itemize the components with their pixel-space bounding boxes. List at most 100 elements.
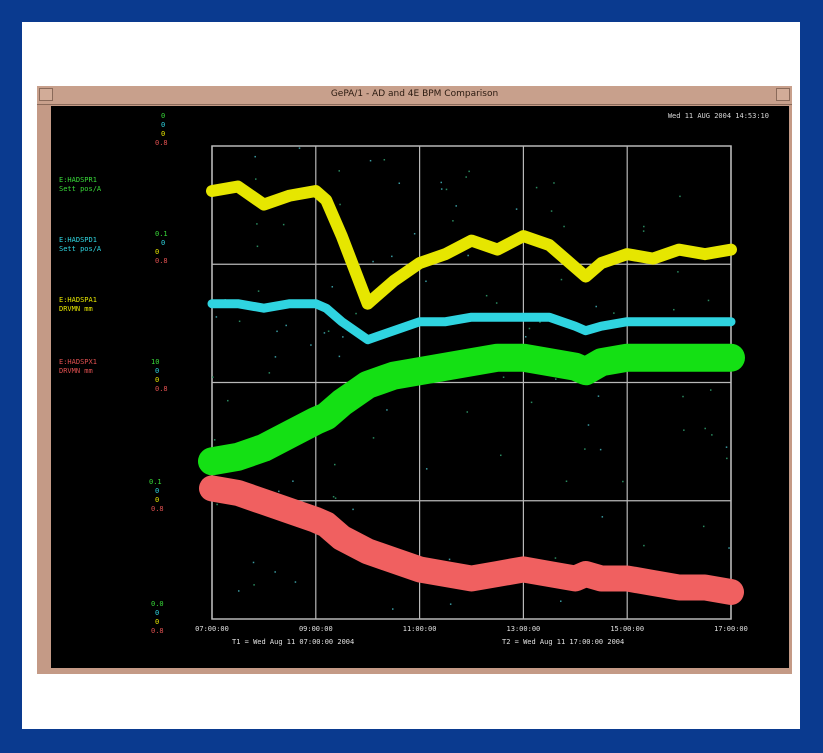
scale-label: 0.8 bbox=[155, 257, 168, 265]
noise-dot bbox=[449, 603, 452, 605]
noise-dot bbox=[554, 557, 557, 559]
noise-dot bbox=[643, 544, 645, 547]
noise-dot bbox=[292, 480, 294, 482]
scale-label: 0 bbox=[155, 618, 160, 626]
window-maximize-button[interactable] bbox=[776, 88, 790, 101]
noise-dot bbox=[256, 223, 258, 225]
noise-dot bbox=[524, 336, 527, 338]
noise-dot bbox=[278, 490, 280, 493]
legend-item-name: E:HADSPR1 bbox=[59, 176, 97, 184]
scale-label: 0.1 bbox=[149, 478, 162, 486]
noise-dot bbox=[613, 312, 615, 314]
noise-dot bbox=[702, 525, 705, 528]
t1-label: T1 = Wed Aug 11 07:00:00 2004 bbox=[232, 638, 354, 646]
noise-dot bbox=[468, 170, 470, 173]
legend-item-name: E:HADSPA1 bbox=[59, 296, 97, 304]
noise-dot bbox=[466, 411, 469, 413]
noise-dot bbox=[677, 271, 679, 273]
scale-label: 0 bbox=[155, 487, 160, 495]
scale-label: 0 bbox=[155, 609, 160, 617]
series-line-4 bbox=[199, 475, 744, 605]
noise-dot bbox=[372, 437, 375, 439]
window-titlebar[interactable]: GePA/1 - AD and 4E BPM Comparison bbox=[37, 86, 792, 105]
noise-dot bbox=[391, 255, 393, 258]
noise-dot bbox=[452, 220, 454, 222]
noise-dot bbox=[711, 434, 713, 436]
window-title: GePA/1 - AD and 4E BPM Comparison bbox=[330, 89, 499, 99]
legend-item-units: Sett pos/A bbox=[59, 245, 102, 253]
noise-dot bbox=[276, 330, 278, 333]
noise-dot bbox=[587, 424, 590, 426]
noise-dot bbox=[599, 448, 602, 451]
scale-label: 0.1 bbox=[155, 230, 168, 238]
noise-dot bbox=[274, 356, 277, 358]
noise-dot bbox=[372, 260, 374, 263]
noise-dot bbox=[597, 395, 600, 397]
noise-dot bbox=[440, 188, 443, 190]
x-tick-label: 09:00:00 bbox=[299, 625, 333, 633]
scale-label: 0 bbox=[161, 112, 166, 120]
noise-dot bbox=[310, 344, 312, 346]
noise-dot bbox=[535, 186, 538, 189]
noise-dot bbox=[445, 188, 448, 191]
noise-dot bbox=[560, 278, 563, 281]
noise-dot bbox=[352, 508, 354, 511]
noise-dot bbox=[485, 294, 488, 297]
noise-dot bbox=[253, 584, 255, 586]
noise-dot bbox=[282, 223, 285, 226]
noise-dot bbox=[268, 372, 271, 374]
scale-label: 0 bbox=[161, 121, 166, 129]
noise-dot bbox=[331, 286, 334, 288]
noise-dot bbox=[252, 561, 255, 564]
noise-dot bbox=[237, 590, 240, 592]
legend-item-units: Sett pos/A bbox=[59, 185, 102, 193]
noise-dot bbox=[298, 147, 301, 149]
noise-dot bbox=[332, 495, 335, 498]
noise-dot bbox=[294, 581, 297, 583]
legend-item-units: DRVMN mm bbox=[59, 367, 93, 375]
series-line-3 bbox=[198, 343, 745, 476]
noise-dot bbox=[502, 376, 505, 378]
x-tick-label: 07:00:00 bbox=[195, 625, 229, 633]
scale-label: 0.8 bbox=[151, 627, 164, 635]
noise-dot bbox=[683, 429, 685, 431]
scale-label: 0.8 bbox=[155, 385, 168, 393]
noise-dot bbox=[726, 457, 728, 460]
noise-dot bbox=[255, 178, 257, 180]
window-menu-button[interactable] bbox=[39, 88, 53, 101]
noise-dot bbox=[553, 182, 555, 184]
noise-dot bbox=[215, 316, 218, 318]
scale-label: 0 bbox=[155, 367, 160, 375]
scale-label: 0 bbox=[161, 130, 166, 138]
noise-dot bbox=[413, 232, 416, 235]
x-tick-label: 15:00:00 bbox=[610, 625, 644, 633]
noise-dot bbox=[500, 454, 502, 457]
x-tick-label: 11:00:00 bbox=[403, 625, 437, 633]
noise-dot bbox=[679, 195, 681, 198]
noise-dot bbox=[355, 312, 357, 315]
noise-dot bbox=[495, 302, 498, 304]
noise-dot bbox=[622, 480, 624, 483]
scale-label: 10 bbox=[151, 358, 160, 366]
scale-label: 0 bbox=[155, 248, 160, 256]
noise-dot bbox=[285, 324, 287, 327]
noise-dot bbox=[467, 254, 469, 257]
legend-item-units: DRVMN mm bbox=[59, 305, 93, 313]
noise-dot bbox=[595, 305, 597, 308]
noise-dot bbox=[425, 468, 428, 470]
noise-dot bbox=[539, 321, 541, 323]
series-line-2 bbox=[207, 299, 736, 345]
noise-dot bbox=[465, 176, 467, 178]
scale-label: 0 bbox=[161, 239, 166, 247]
scale-label: 0.8 bbox=[155, 139, 168, 147]
noise-dot bbox=[391, 608, 394, 610]
noise-dot bbox=[274, 571, 276, 573]
bpm-chart: 07:00:00 09:00:00 11:00:00 13:00:00 15:00:00… bbox=[195, 145, 748, 646]
noise-dot bbox=[383, 159, 386, 161]
noise-dot bbox=[338, 355, 341, 358]
noise-dot bbox=[254, 155, 256, 158]
noise-dot bbox=[327, 330, 330, 332]
plot-timestamp: Wed 11 AUG 2004 14:53:10 bbox=[667, 112, 769, 120]
noise-dot bbox=[563, 225, 565, 228]
noise-dot bbox=[704, 427, 706, 430]
